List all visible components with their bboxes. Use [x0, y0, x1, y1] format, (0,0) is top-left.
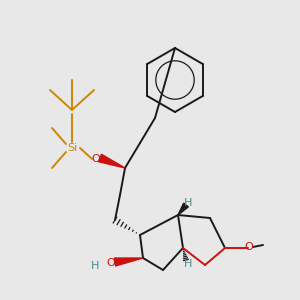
Polygon shape: [98, 154, 125, 168]
Text: H: H: [91, 261, 99, 271]
Polygon shape: [178, 203, 188, 215]
Text: H: H: [184, 259, 192, 269]
Text: O: O: [92, 154, 100, 164]
Text: O: O: [244, 242, 253, 252]
Polygon shape: [114, 258, 143, 266]
Text: O: O: [106, 258, 116, 268]
Text: Si: Si: [67, 143, 77, 153]
Text: H: H: [184, 198, 192, 208]
